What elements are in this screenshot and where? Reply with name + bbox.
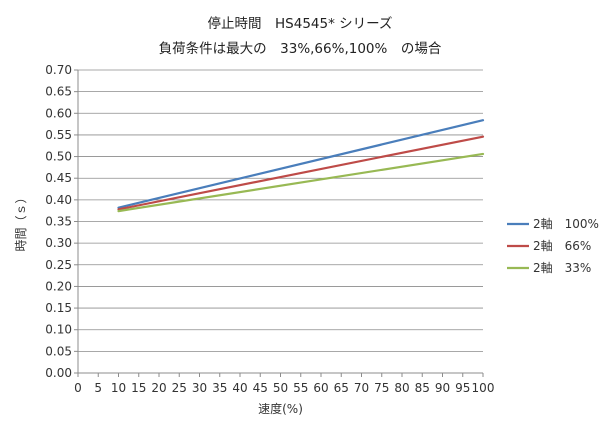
- series-line-1: [117, 119, 485, 209]
- x-tick-label: 60: [313, 381, 328, 395]
- x-tick-label: 100: [472, 381, 495, 395]
- y-axis-title: 時間（ｓ）: [14, 191, 28, 251]
- y-tick-label: 0.50: [45, 150, 72, 164]
- x-tick-label: 50: [273, 381, 288, 395]
- x-tick-label: 90: [435, 381, 450, 395]
- y-tick-label: 0.15: [45, 301, 72, 315]
- y-tick-label: 0.25: [45, 258, 72, 272]
- y-tick-label: 0.70: [45, 63, 72, 77]
- y-tick-label: 0.60: [45, 106, 72, 120]
- x-axis-title: 速度(%): [258, 401, 303, 416]
- x-tick-label: 45: [253, 381, 268, 395]
- legend-label-2: 2軸 66%: [533, 239, 591, 253]
- x-tick-label: 40: [232, 381, 247, 395]
- y-tick-label: 0.40: [45, 193, 72, 207]
- x-tick-label: 0: [74, 381, 82, 395]
- y-tick-label: 0.20: [45, 279, 72, 293]
- chart-title-line-1: 停止時間 HS4545* シリーズ: [207, 16, 393, 32]
- x-tick-label: 35: [212, 381, 227, 395]
- legend-label-1: 2軸 100%: [533, 217, 599, 231]
- x-tick-label: 30: [192, 381, 207, 395]
- y-tick-label: 0.65: [45, 85, 72, 99]
- x-tick-label: 5: [94, 381, 102, 395]
- series-line-3: [117, 152, 485, 213]
- chart-title-line-2: 負荷条件は最大の 33%,66%,100% の場合: [158, 41, 442, 57]
- x-tick-label: 70: [354, 381, 369, 395]
- x-tick-label: 85: [415, 381, 430, 395]
- x-tick-label: 25: [172, 381, 187, 395]
- y-tick-label: 0.55: [45, 128, 72, 142]
- x-tick-label: 10: [111, 381, 126, 395]
- legend-label-3: 2軸 33%: [533, 261, 591, 275]
- series-line-2: [117, 135, 485, 211]
- x-tick-label: 55: [293, 381, 308, 395]
- y-tick-label: 0.10: [45, 323, 72, 337]
- x-tick-label: 15: [131, 381, 146, 395]
- x-tick-label: 65: [334, 381, 349, 395]
- y-tick-label: 0.35: [45, 215, 72, 229]
- y-tick-label: 0.00: [45, 366, 72, 380]
- y-tick-label: 0.30: [45, 236, 72, 250]
- x-tick-label: 75: [374, 381, 389, 395]
- x-tick-label: 80: [394, 381, 409, 395]
- x-tick-label: 95: [455, 381, 470, 395]
- x-tick-label: 20: [151, 381, 166, 395]
- y-tick-label: 0.05: [45, 344, 72, 358]
- y-tick-label: 0.45: [45, 171, 72, 185]
